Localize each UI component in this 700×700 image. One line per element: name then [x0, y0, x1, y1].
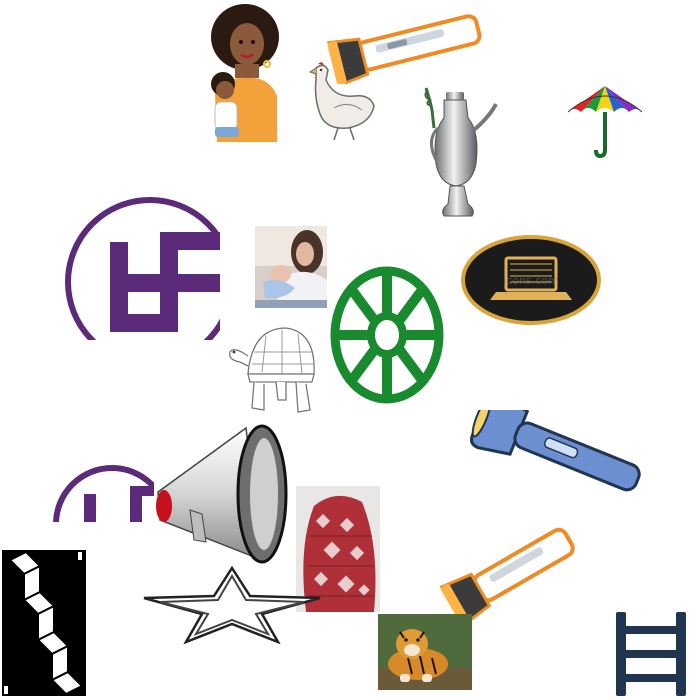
tortoise: [226, 322, 318, 418]
green-wheel-icon: [330, 266, 444, 404]
laptop-badge-text: icons.com: [503, 274, 559, 287]
swastika-in-circle-small-icon: [53, 465, 154, 522]
fabric-pattern: [296, 486, 380, 612]
black-stairs-icon: [2, 550, 86, 696]
red-fabric-photo-icon: [296, 486, 380, 612]
flashlight-orange-lower: [438, 520, 578, 628]
flashlight-blue: [462, 410, 652, 506]
ladder: [612, 612, 692, 696]
flashlight-blue-icon: [470, 410, 641, 492]
hen-sketch-icon: [308, 62, 375, 141]
mother-child-illustration-icon: [211, 4, 279, 142]
swastika-circle: [60, 192, 220, 340]
mother-and-child: [205, 2, 283, 142]
flashlight-orange-lower-icon: [439, 527, 575, 628]
wheel: [330, 266, 444, 404]
laptop-oval-icon: icons.com: [461, 235, 601, 325]
umbrella-colorful-icon: [567, 86, 643, 159]
star-outline-icon: [143, 566, 321, 644]
silver-teapot: [420, 80, 498, 220]
umbrella: [564, 78, 646, 160]
silver-jug-icon: [424, 87, 498, 217]
flashlight: [326, 6, 486, 84]
star: [142, 566, 322, 644]
mother-baby-photo: [255, 226, 327, 308]
tortoise-outline-icon: [229, 327, 315, 413]
swastika-circle-small: [50, 456, 154, 522]
tiger-photo: [378, 614, 472, 690]
mother-baby-photo-icon: [255, 226, 327, 308]
tiger-icon: [378, 614, 472, 690]
laptop-badge: icons.com: [460, 234, 602, 326]
swastika-in-circle-icon: [65, 197, 220, 340]
ladder-icon: [616, 612, 686, 696]
megaphone-icon: [156, 424, 288, 564]
megaphone: [150, 418, 290, 570]
flashlight-orange-icon: [327, 14, 482, 84]
staircase: [2, 550, 86, 696]
hen: [304, 58, 380, 142]
